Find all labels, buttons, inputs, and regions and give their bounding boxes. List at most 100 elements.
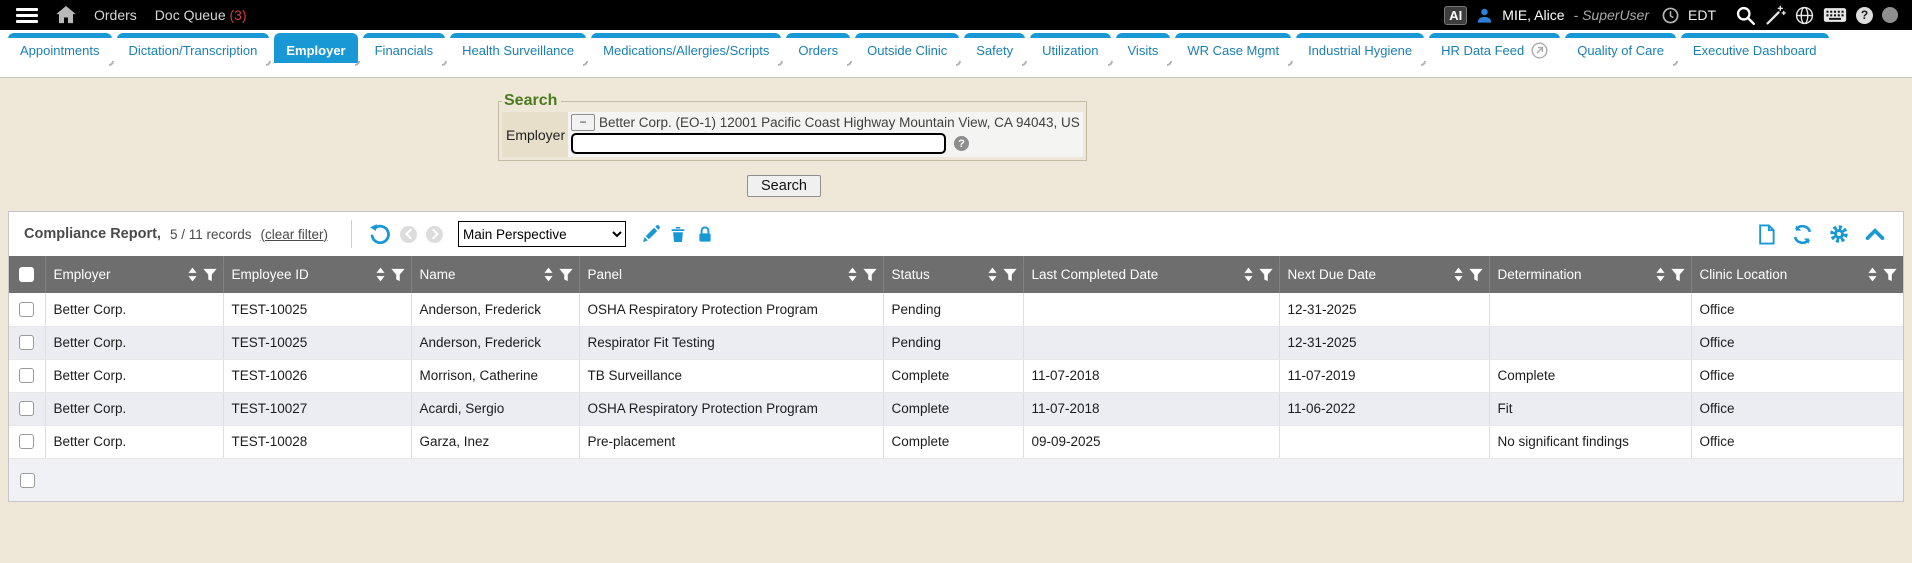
filter-icon[interactable] xyxy=(390,268,405,282)
cell-status: Pending xyxy=(883,293,1024,327)
column-header-next-due-date[interactable]: Next Due Date xyxy=(1279,256,1490,293)
cell-clinic-location: Office xyxy=(1691,293,1903,327)
table-row[interactable]: Better Corp. TEST-10027 Acardi, Sergio O… xyxy=(9,392,1903,426)
table-row[interactable]: Better Corp. TEST-10026 Morrison, Cather… xyxy=(9,359,1903,393)
row-checkbox[interactable] xyxy=(19,434,35,450)
tab-appointments[interactable]: Appointments xyxy=(8,33,114,66)
settings-gear-icon[interactable] xyxy=(1829,224,1849,244)
tab-industrial-hygiene[interactable]: Industrial Hygiene xyxy=(1296,33,1427,66)
cell-name: Morrison, Catherine xyxy=(411,359,580,393)
cell-last-completed: 09-09-2025 xyxy=(1023,425,1280,459)
hamburger-menu-icon[interactable] xyxy=(16,7,38,23)
lock-icon[interactable] xyxy=(696,225,714,244)
cell-next-due: 11-06-2022 xyxy=(1279,392,1490,426)
column-header-last-completed-date[interactable]: Last Completed Date xyxy=(1023,256,1280,293)
magic-wand-icon[interactable] xyxy=(1765,5,1786,26)
column-header-panel[interactable]: Panel xyxy=(579,256,884,293)
refresh-icon[interactable] xyxy=(1792,224,1813,245)
column-header-employee-id[interactable]: Employee ID xyxy=(223,256,412,293)
timezone-label[interactable]: EDT xyxy=(1688,7,1716,23)
user-name[interactable]: MIE, Alice xyxy=(1502,7,1565,23)
perspective-select[interactable]: Main Perspective xyxy=(458,221,627,247)
row-checkbox[interactable] xyxy=(19,335,35,351)
clear-filter-link[interactable]: (clear filter) xyxy=(260,226,329,242)
search-icon[interactable] xyxy=(1735,5,1756,26)
column-header-clinic-location[interactable]: Clinic Location xyxy=(1691,256,1903,293)
filter-icon[interactable] xyxy=(1670,268,1685,282)
sort-icon[interactable] xyxy=(847,267,858,282)
table-row[interactable]: Better Corp. TEST-10025 Anderson, Freder… xyxy=(9,326,1903,360)
filter-icon[interactable] xyxy=(1883,268,1897,282)
table-row[interactable]: Better Corp. TEST-10028 Garza, Inez Pre-… xyxy=(9,425,1903,459)
filter-icon[interactable] xyxy=(558,268,573,282)
globe-icon[interactable] xyxy=(1795,6,1814,25)
sort-icon[interactable] xyxy=(987,267,998,282)
row-checkbox[interactable] xyxy=(19,472,35,488)
ai-badge[interactable]: AI xyxy=(1444,5,1468,25)
tab-visits[interactable]: Visits xyxy=(1115,33,1173,66)
tab-utilization[interactable]: Utilization xyxy=(1030,33,1113,66)
sort-icon[interactable] xyxy=(1867,267,1878,282)
tab-financials[interactable]: Financials xyxy=(362,33,448,66)
tab-hr-data-feed[interactable]: HR Data Feed xyxy=(1429,33,1561,63)
filter-icon[interactable] xyxy=(1468,268,1483,282)
next-perspective-icon[interactable] xyxy=(426,225,444,243)
select-all-checkbox[interactable] xyxy=(19,267,35,283)
remove-employer-button[interactable]: − xyxy=(571,114,595,131)
table-row[interactable]: Better Corp. TEST-10025 Anderson, Freder… xyxy=(9,293,1903,327)
row-checkbox[interactable] xyxy=(19,401,35,417)
filter-icon[interactable] xyxy=(202,268,217,282)
external-link-icon xyxy=(1531,42,1548,59)
filter-icon[interactable] xyxy=(1002,268,1017,282)
empty-cell xyxy=(45,458,1903,501)
tab-orders[interactable]: Orders xyxy=(786,33,853,66)
column-header-employer[interactable]: Employer xyxy=(45,256,224,293)
help-icon[interactable]: ? xyxy=(1856,6,1873,24)
column-header-status[interactable]: Status xyxy=(883,256,1024,293)
sort-icon[interactable] xyxy=(375,267,386,282)
row-checkbox[interactable] xyxy=(19,368,35,384)
undo-icon[interactable] xyxy=(369,223,391,245)
search-area: Search Employer − Better Corp. (EO-1) 12… xyxy=(0,78,1912,197)
prev-perspective-icon[interactable] xyxy=(400,225,418,243)
column-header-determination[interactable]: Determination xyxy=(1489,256,1692,293)
nav-doc-queue[interactable]: Doc Queue (3) xyxy=(154,7,247,23)
tab-health-surveillance[interactable]: Health Surveillance xyxy=(450,33,589,66)
nav-orders[interactable]: Orders xyxy=(94,7,137,23)
new-document-icon[interactable] xyxy=(1757,223,1776,245)
employer-search-input[interactable] xyxy=(571,133,946,154)
cell-panel: OSHA Respiratory Protection Program xyxy=(579,392,884,426)
sort-icon[interactable] xyxy=(543,267,554,282)
sort-icon[interactable] xyxy=(1243,267,1254,282)
row-checkbox[interactable] xyxy=(19,302,35,318)
edit-pencil-icon[interactable] xyxy=(641,224,660,244)
tab-medications-allergies-scripts[interactable]: Medications/Allergies/Scripts xyxy=(591,33,784,66)
sort-icon[interactable] xyxy=(1453,267,1464,282)
keyboard-icon[interactable] xyxy=(1823,6,1847,24)
cell-next-due: 12-31-2025 xyxy=(1279,326,1490,360)
cell-next-due: 11-07-2019 xyxy=(1279,359,1490,393)
tab-employer[interactable]: Employer xyxy=(274,33,360,66)
sort-icon[interactable] xyxy=(1655,267,1666,282)
cell-determination: Complete xyxy=(1489,359,1692,393)
tab-safety[interactable]: Safety xyxy=(964,33,1028,66)
filter-icon[interactable] xyxy=(862,268,877,282)
tab-executive-dashboard[interactable]: Executive Dashboard xyxy=(1680,33,1829,63)
sort-icon[interactable] xyxy=(187,267,198,282)
tab-corner-mark xyxy=(1288,61,1294,66)
new-entry-row[interactable] xyxy=(9,458,1903,501)
compliance-report-panel: Compliance Report, 5 / 11 records (clear… xyxy=(8,211,1904,502)
tab-quality-of-care[interactable]: Quality of Care xyxy=(1565,33,1678,66)
status-circle-icon[interactable] xyxy=(1882,7,1898,23)
tab-outside-clinic[interactable]: Outside Clinic xyxy=(855,33,962,66)
tab-corner-mark xyxy=(354,61,360,66)
column-header-name[interactable]: Name xyxy=(411,256,580,293)
field-help-icon[interactable]: ? xyxy=(954,136,969,151)
delete-trash-icon[interactable] xyxy=(669,225,687,244)
home-icon[interactable] xyxy=(56,6,76,24)
tab-dictation-transcription[interactable]: Dictation/Transcription xyxy=(116,33,272,66)
collapse-chevron-up-icon[interactable] xyxy=(1865,226,1885,242)
tab-wr-case-mgmt[interactable]: WR Case Mgmt xyxy=(1175,33,1294,66)
search-button[interactable]: Search xyxy=(747,175,821,197)
filter-icon[interactable] xyxy=(1258,268,1273,282)
